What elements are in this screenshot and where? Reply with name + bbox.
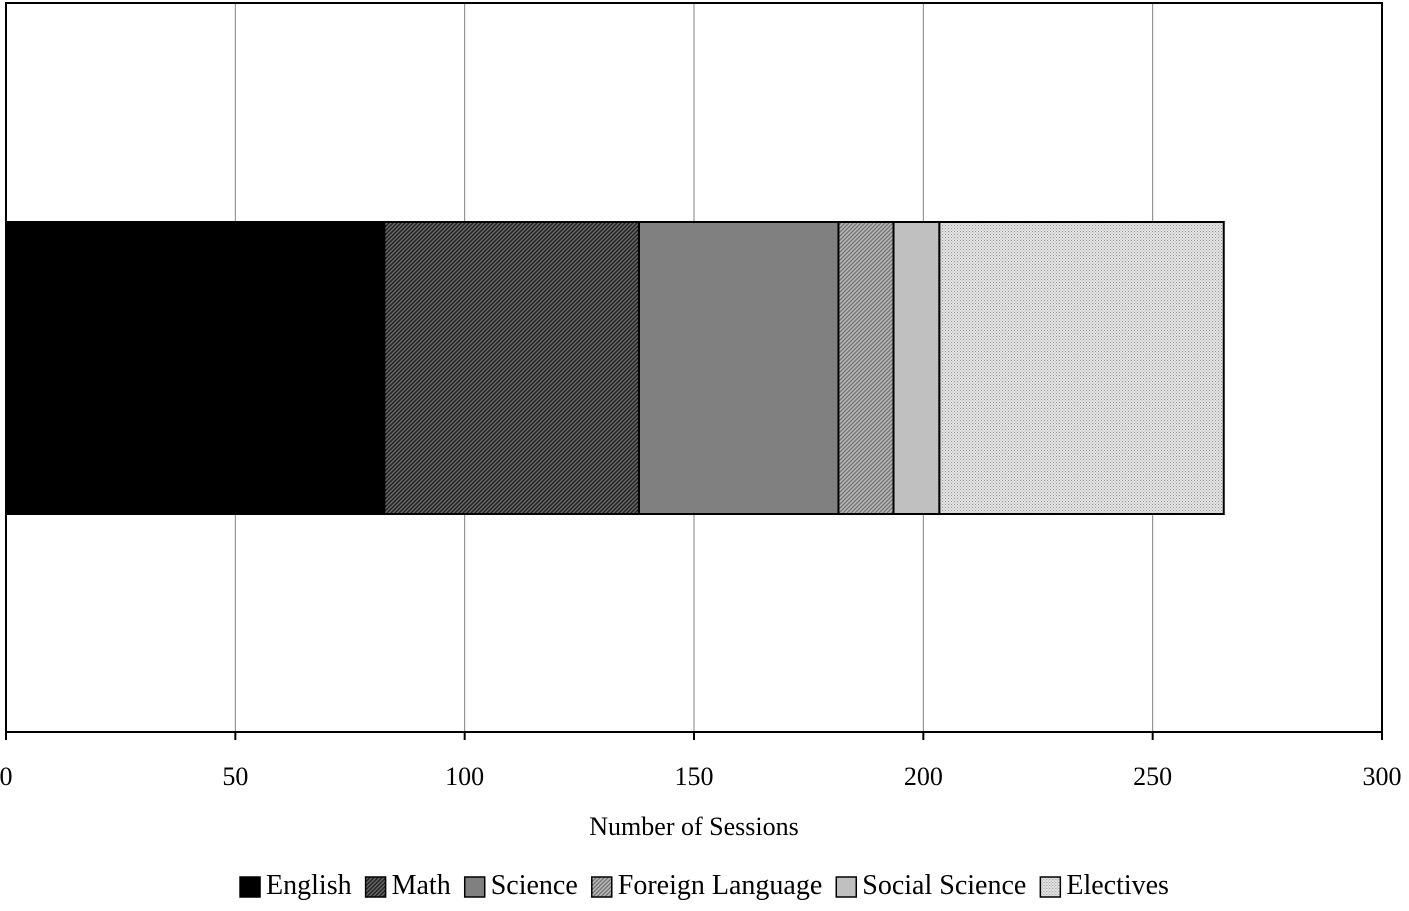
legend-item-electives: Electives: [1039, 870, 1169, 901]
x-tick-label: 50: [222, 762, 248, 791]
legend-item-science: Science: [463, 870, 578, 901]
x-tick-label: 100: [445, 762, 484, 791]
x-tick-label: 300: [1363, 762, 1402, 791]
bar-segment-english: [5, 221, 386, 515]
legend-item-math: Math: [364, 870, 451, 901]
bar-segment-electives: [938, 221, 1225, 515]
x-tick-label: 150: [675, 762, 714, 791]
bar-stack: [5, 221, 1225, 515]
bar-segment-foreign-language: [837, 221, 895, 515]
x-tick-label: 250: [1133, 762, 1172, 791]
legend-swatch: [364, 876, 387, 898]
legend-label: Math: [392, 870, 451, 901]
legend-swatch: [1039, 876, 1062, 898]
bar-segment-science: [637, 221, 840, 515]
x-axis-tick-labels: 0 50 100 150 200 250 300: [0, 762, 1402, 791]
legend-item-english: English: [239, 870, 352, 901]
bar-segment-social-science: [892, 221, 941, 515]
legend: English Math Science Foreign Language Social…: [239, 870, 1169, 901]
legend-swatch: [239, 876, 261, 898]
legend-label: English: [266, 870, 352, 901]
x-tick-label: 0: [0, 762, 13, 791]
legend-item-social-science: Social Science: [835, 870, 1026, 901]
legend-label: Foreign Language: [618, 870, 823, 901]
legend-label: Social Science: [862, 870, 1026, 901]
bar-segment-math: [383, 221, 640, 515]
legend-swatch: [835, 876, 858, 898]
legend-swatch: [463, 876, 486, 898]
legend-label: Electives: [1066, 870, 1169, 901]
legend-label: Science: [491, 870, 578, 901]
x-tick-label: 200: [904, 762, 943, 791]
x-axis-title: Number of Sessions: [589, 812, 798, 841]
legend-item-foreign-language: Foreign Language: [591, 870, 823, 901]
legend-swatch: [591, 876, 613, 898]
x-axis-ticks: [5, 732, 1383, 740]
